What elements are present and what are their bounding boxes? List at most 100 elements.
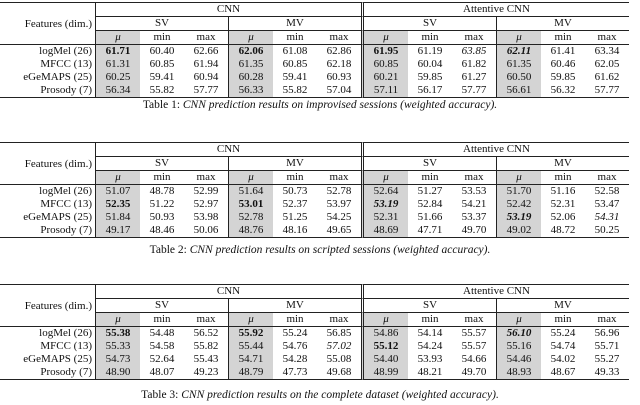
results-table-3: CNN Attentive CNN Features (dim.) SV MV SV MV μ… xyxy=(0,284,629,380)
table-cell: 54.24 xyxy=(417,340,443,352)
feature-label: logMel (26) xyxy=(39,185,92,197)
mu-column-header: μ xyxy=(496,171,541,185)
table-cell: 61.08 xyxy=(282,45,308,57)
table-cell: 62.11 xyxy=(496,45,541,58)
sv-header: SV xyxy=(361,17,496,31)
results-table-1: CNN Attentive CNN Features (dim.) SV MV SV MV μ… xyxy=(0,2,629,98)
table-cell: 56.10 xyxy=(496,327,541,340)
table-cell: 54.58 xyxy=(149,340,175,352)
mv-header: MV xyxy=(228,157,361,171)
table-cell: 54.31 xyxy=(594,211,620,223)
cnn-group-header: CNN xyxy=(95,2,361,17)
table-cell: 60.93 xyxy=(326,71,352,83)
table-cell: 55.33 xyxy=(95,340,140,353)
table-cell: 61.19 xyxy=(417,45,443,57)
mv-header: MV xyxy=(228,299,361,313)
table-caption: Table 2: CNN prediction results on scrip… xyxy=(0,243,640,257)
feature-label: Prosody (7) xyxy=(0,366,95,380)
table-row: MFCC (13) 55.33 54.58 55.82 55.44 54.76 57.02 5… xyxy=(0,340,629,353)
min-column-header: min xyxy=(408,171,452,185)
table-row: logMel (26) 51.07 48.78 52.99 51.64 50.73 52.7… xyxy=(0,185,629,198)
mu-column-header: μ xyxy=(496,31,541,45)
table-cell: 53.19 xyxy=(496,211,541,224)
max-column-header: max xyxy=(452,171,496,185)
table-cell: 50.73 xyxy=(282,185,308,197)
table-cell: 52.99 xyxy=(193,185,219,197)
table-cell: 55.82 xyxy=(273,84,317,98)
table-cell: 59.85 xyxy=(417,71,443,83)
table-cell: 60.46 xyxy=(550,58,576,70)
min-column-header: min xyxy=(273,31,317,45)
max-column-header: max xyxy=(184,171,228,185)
caption-prefix: Table 3: xyxy=(141,389,179,401)
max-column-header: max xyxy=(317,31,361,45)
table-cell: 57.04 xyxy=(317,84,361,98)
table-cell: 48.16 xyxy=(273,224,317,238)
table-cell: 48.93 xyxy=(496,366,541,380)
table-cell: 56.52 xyxy=(193,327,219,339)
mv-header: MV xyxy=(496,299,629,313)
min-column-header: min xyxy=(541,31,585,45)
table-cell: 54.40 xyxy=(361,353,408,366)
max-column-header: max xyxy=(184,313,228,327)
table-cell: 56.17 xyxy=(408,84,452,98)
mu-column-header: μ xyxy=(95,171,140,185)
table-cell: 60.40 xyxy=(149,45,175,57)
caption-prefix: Table 2: xyxy=(149,244,187,256)
table-cell: 54.48 xyxy=(149,327,175,339)
table-cell: 55.08 xyxy=(326,353,352,365)
table-cell: 54.14 xyxy=(417,327,443,339)
table-cell: 52.64 xyxy=(361,185,408,198)
table-cell: 55.44 xyxy=(228,340,273,353)
table-cell: 60.50 xyxy=(496,71,541,84)
table-cell: 55.82 xyxy=(140,84,184,98)
table-row: eGeMAPS (25) 60.25 59.41 60.94 60.28 59.41 60.… xyxy=(0,71,629,84)
table-cell: 54.46 xyxy=(496,353,541,366)
table-cell: 54.66 xyxy=(461,353,487,365)
mu-column-header: μ xyxy=(228,31,273,45)
table-cell: 52.31 xyxy=(361,211,408,224)
table-cell: 56.85 xyxy=(326,327,352,339)
table-cell: 52.84 xyxy=(417,198,443,210)
table-cell: 56.96 xyxy=(594,327,620,339)
max-column-header: max xyxy=(585,31,629,45)
table-cell: 49.23 xyxy=(184,366,228,380)
table-cell: 51.22 xyxy=(149,198,175,210)
table-cell: 63.34 xyxy=(594,45,620,57)
table-cell: 48.07 xyxy=(140,366,184,380)
table-cell: 54.76 xyxy=(282,340,308,352)
sv-header: SV xyxy=(361,299,496,313)
table-row: MFCC (13) 61.31 60.85 61.94 61.35 60.85 62.18 6… xyxy=(0,58,629,71)
features-header: Features (dim.) xyxy=(24,157,92,170)
table-cell: 55.71 xyxy=(594,340,620,352)
table-cell: 51.25 xyxy=(282,211,308,223)
table-cell: 53.53 xyxy=(461,185,487,197)
table-cell: 57.77 xyxy=(452,84,496,98)
mu-column-header: μ xyxy=(496,313,541,327)
min-column-header: min xyxy=(408,313,452,327)
table-caption: Table 3: CNN prediction results on the c… xyxy=(0,388,640,402)
mv-header: MV xyxy=(496,17,629,31)
table-cell: 52.31 xyxy=(550,198,576,210)
table-cell: 61.35 xyxy=(496,58,541,71)
table-cell: 61.31 xyxy=(95,58,140,71)
table-cell: 48.69 xyxy=(361,224,408,238)
table-cell: 53.97 xyxy=(326,198,352,210)
max-column-header: max xyxy=(585,313,629,327)
feature-label: logMel (26) xyxy=(39,45,92,57)
table-cell: 55.92 xyxy=(228,327,273,340)
table-cell: 61.94 xyxy=(193,58,219,70)
table-cell: 61.95 xyxy=(361,45,408,58)
table-cell: 49.17 xyxy=(95,224,140,238)
caption-prefix: Table 1: xyxy=(142,99,181,111)
table-cell: 57.11 xyxy=(361,84,408,98)
table-row: eGeMAPS (25) 51.84 50.93 53.98 52.78 51.25 54.… xyxy=(0,211,629,224)
sv-header: SV xyxy=(95,157,228,171)
table-cell: 62.86 xyxy=(326,45,352,57)
table-cell: 49.68 xyxy=(317,366,361,380)
features-header: Features (dim.) xyxy=(24,299,92,312)
mu-column-header: μ xyxy=(361,171,408,185)
table-cell: 48.76 xyxy=(228,224,273,238)
feature-label: eGeMAPS (25) xyxy=(23,211,92,223)
table-cell: 57.02 xyxy=(326,340,352,352)
